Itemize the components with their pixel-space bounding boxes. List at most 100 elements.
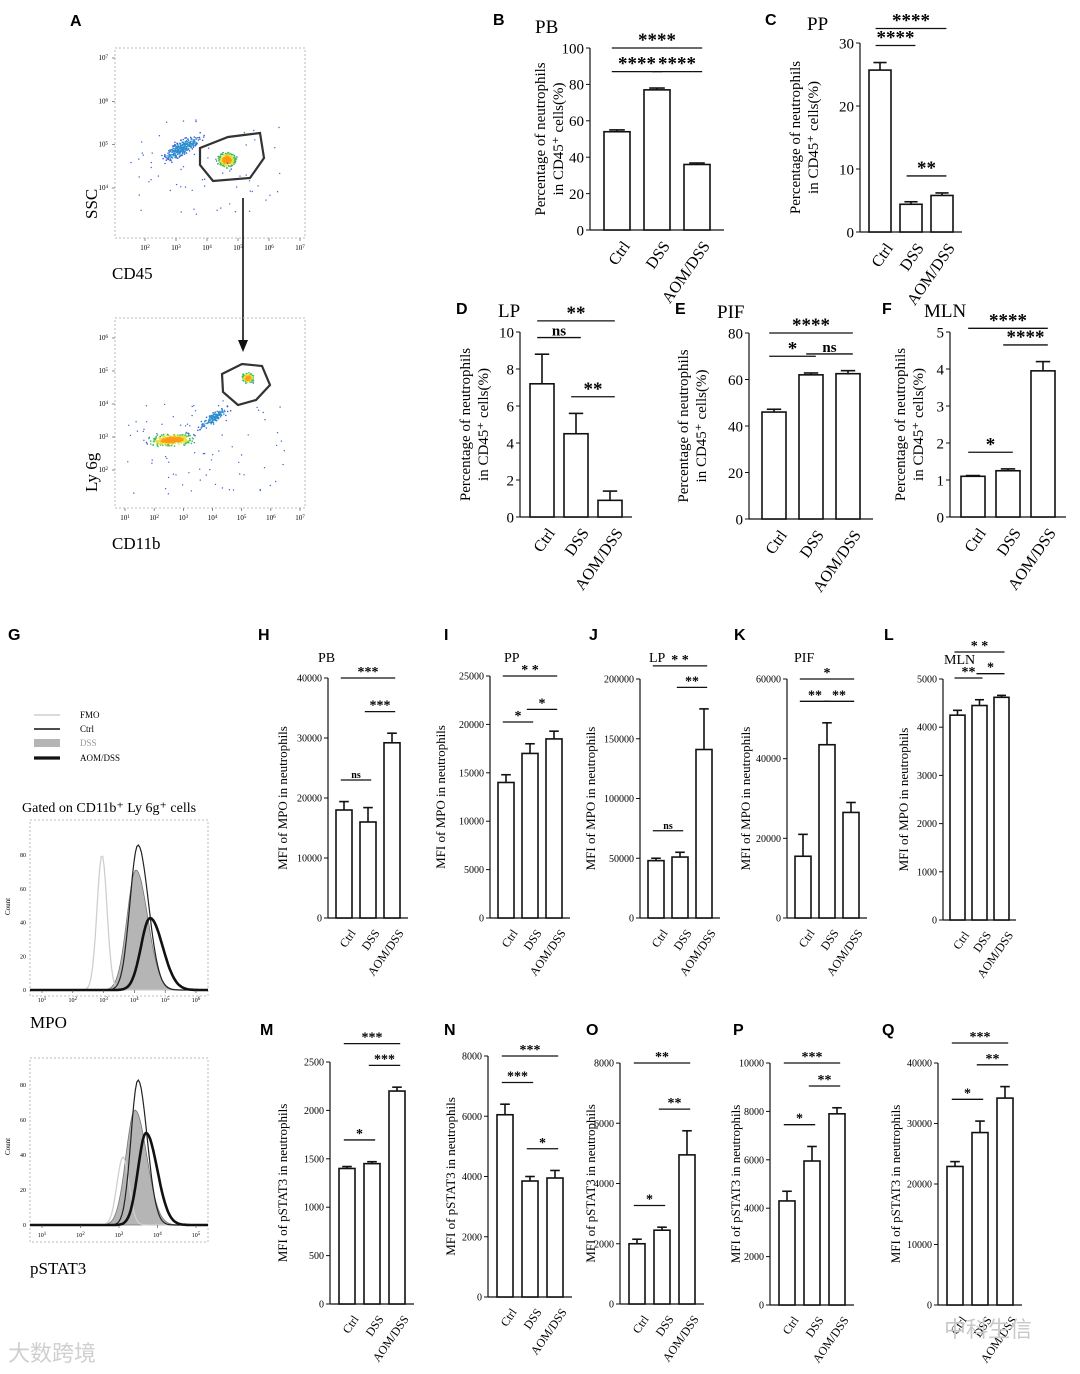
x-tick-label: 101 — [38, 997, 47, 1005]
dot — [154, 440, 157, 443]
dot — [161, 442, 164, 445]
y-tick-label: 10000 — [739, 1059, 764, 1070]
dot — [193, 433, 195, 436]
dot — [212, 418, 215, 420]
bar-chart-B: B PB 0 20 40 60 80 100 Percentage of neutrophils… — [493, 12, 724, 307]
x-tick-label: 104 — [153, 1232, 162, 1240]
dot — [207, 147, 210, 149]
dot — [233, 159, 236, 162]
dot — [208, 419, 210, 421]
dot — [192, 139, 194, 141]
dot — [239, 473, 241, 475]
dot — [247, 378, 249, 381]
dot — [269, 484, 271, 487]
dot — [176, 441, 179, 444]
x-tick-label: DSS — [994, 526, 1025, 560]
dot — [274, 147, 276, 149]
dot — [190, 442, 193, 445]
dot — [233, 157, 236, 159]
dot — [280, 440, 283, 442]
dot — [276, 432, 279, 434]
dot — [148, 181, 150, 183]
x-tick-label: Ctrl — [497, 1305, 520, 1329]
dot — [173, 145, 176, 147]
x-tick-label: 107 — [295, 514, 305, 522]
dot — [184, 436, 186, 439]
significance-label: ns — [663, 821, 673, 832]
dot — [190, 490, 193, 492]
dot — [172, 435, 175, 438]
dot — [172, 416, 174, 418]
y-tick-label: 40000 — [907, 1059, 932, 1070]
gating-arrowhead — [238, 340, 248, 352]
dot — [181, 440, 183, 443]
bar-chart-K: K PIF 0 20000 40000 60000 MFI of MPO in neutro… — [734, 627, 867, 978]
bar-DSS — [995, 469, 1021, 518]
dot — [182, 166, 185, 168]
significance-label: **** — [618, 54, 656, 75]
dot — [183, 442, 185, 444]
dot — [222, 159, 225, 162]
dot — [136, 430, 139, 432]
y-axis-label: MFI of pSTAT3 in neutrophils — [583, 1104, 598, 1263]
y-tick-label: 40000 — [756, 754, 781, 765]
y-axis-label: MFI of pSTAT3 in neutrophils — [275, 1104, 290, 1263]
dot — [227, 158, 229, 160]
histogram-aom-curve — [30, 916, 208, 992]
panel-letter: P — [733, 1022, 744, 1039]
significance-label: **** — [877, 28, 915, 49]
dot — [214, 418, 217, 421]
dot — [166, 438, 169, 441]
dot — [279, 406, 281, 408]
dot — [162, 441, 164, 443]
dot — [217, 163, 220, 165]
dot — [177, 150, 180, 152]
dot — [248, 379, 250, 382]
panel-letter: D — [456, 301, 468, 318]
dot — [194, 143, 197, 145]
dot — [176, 151, 178, 154]
dot — [176, 153, 179, 156]
dot — [174, 442, 176, 444]
y-axis-label: in CD45⁺ cells(%) — [806, 81, 822, 194]
y-tick-label: 20 — [839, 99, 854, 115]
dot — [215, 158, 217, 160]
bar-DSS — [671, 856, 689, 919]
x-tick-label: 101 — [38, 1232, 47, 1240]
dot — [234, 211, 237, 213]
dot — [230, 163, 233, 166]
dot — [165, 159, 168, 161]
dot — [150, 443, 152, 445]
dot — [168, 435, 171, 438]
dot — [262, 411, 264, 414]
dot — [163, 436, 165, 438]
x-tick-label: 106 — [264, 244, 274, 252]
dot — [160, 434, 163, 436]
dot — [199, 429, 201, 431]
x-tick-label: Ctrl — [950, 928, 973, 952]
bar-AOM/DSS — [930, 194, 954, 233]
dot — [150, 179, 152, 181]
x-tick-label: DSS — [897, 241, 928, 275]
dot — [158, 135, 161, 137]
y-tick-label: 80 — [20, 1083, 26, 1089]
x-tick-label: Ctrl — [339, 1312, 362, 1336]
dot — [169, 189, 171, 192]
y-tick-label: 0 — [507, 510, 515, 526]
dot — [203, 452, 206, 455]
y-tick-label: 80 — [20, 853, 26, 859]
histogram-count-label: Count — [4, 1138, 12, 1155]
dot — [156, 444, 159, 447]
dot — [182, 141, 185, 144]
dot — [182, 138, 185, 141]
panel-letter-A: A — [70, 13, 82, 30]
dot — [207, 421, 209, 424]
y-tick-label: 5000 — [917, 675, 937, 686]
dot — [234, 157, 237, 160]
x-tick-label: 103 — [179, 514, 189, 522]
bar-AOM/DSS — [842, 811, 860, 919]
dot — [143, 428, 145, 430]
dot — [138, 194, 140, 196]
dot — [195, 120, 197, 123]
dot — [169, 158, 172, 160]
